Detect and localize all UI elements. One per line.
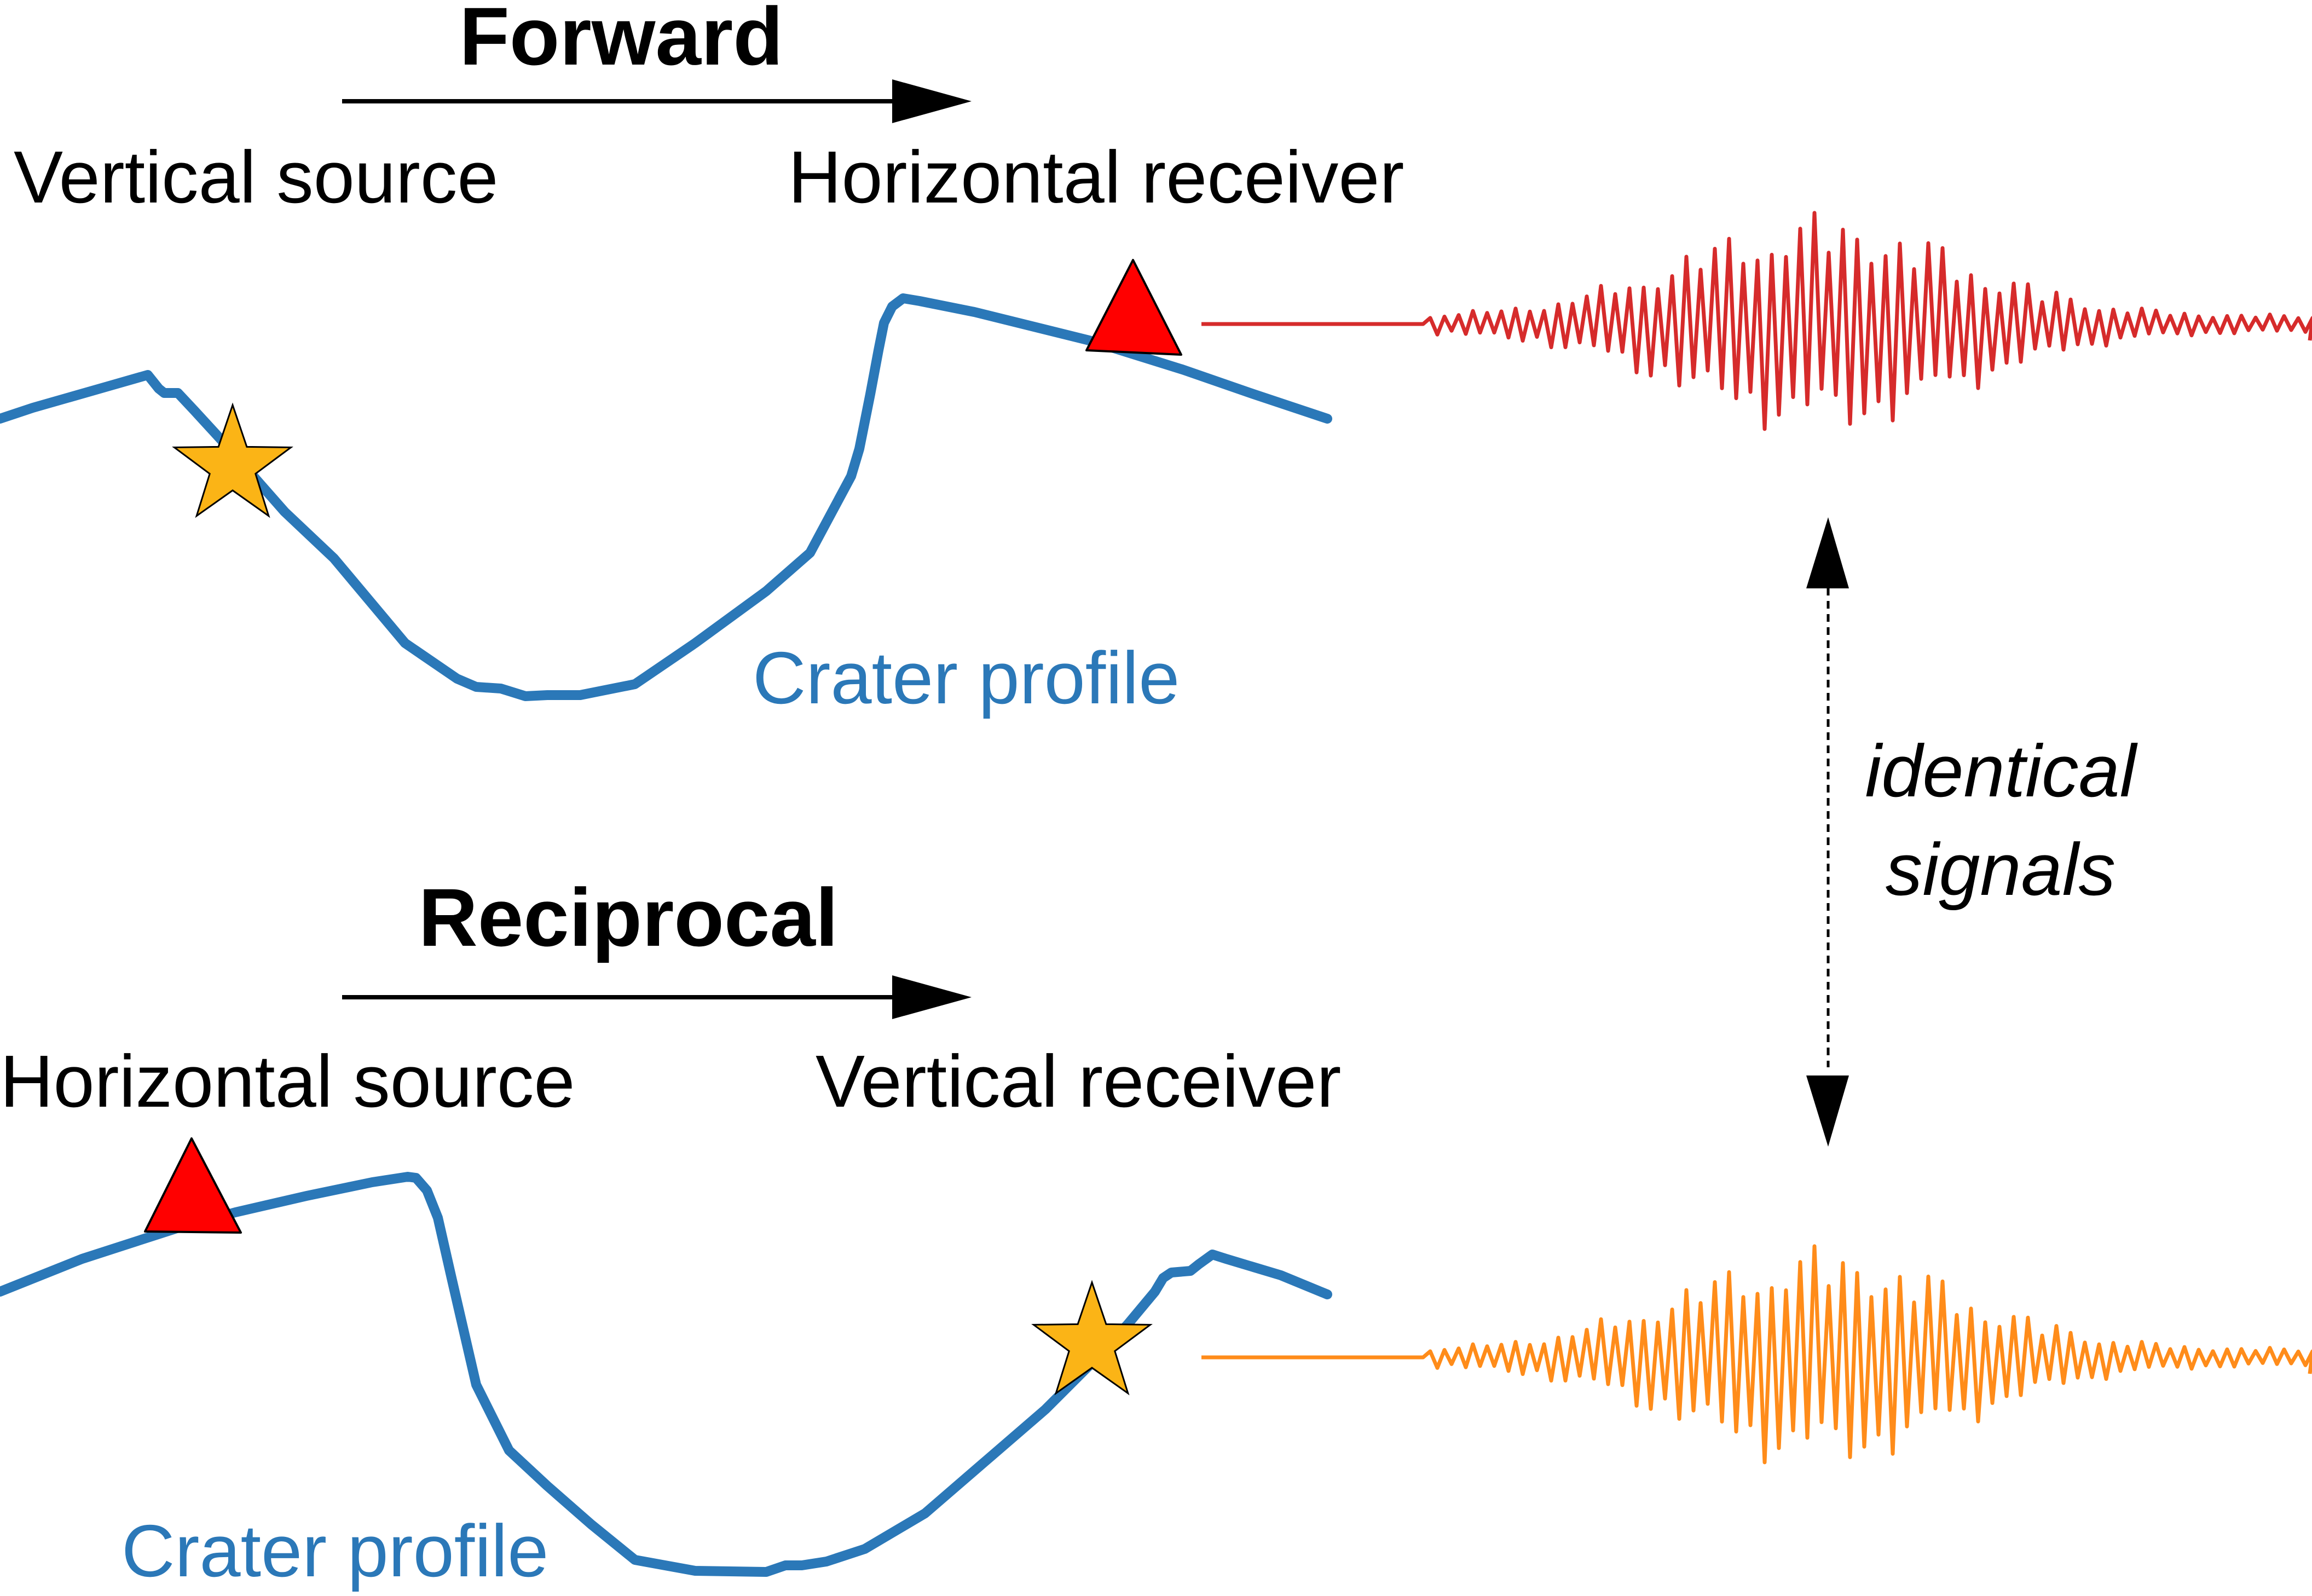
reciprocal-receiver-label: Vertical receiver [816,1040,1341,1123]
identical-signals-double-arrow [1806,517,1849,1147]
reciprocal-crater-profile [0,1172,1332,1577]
forward-arrow [342,79,972,123]
forward-crater-label: Crater profile [753,637,1180,719]
forward-source-star-icon [172,402,293,518]
forward-receiver-triangle-icon [1085,259,1182,356]
reciprocal-crater-label: Crater profile [122,1510,548,1592]
reciprocal-receiver-star-icon [1031,1280,1153,1396]
forward-receiver-label: Horizontal receiver [788,136,1404,218]
signals-label: signals [1886,828,2116,911]
reciprocal-source-triangle-icon [144,1137,242,1234]
forward-crater-profile [0,293,1332,701]
reciprocal-source-label: Horizontal source [0,1040,575,1123]
forward-source-label: Vertical source [14,136,498,218]
identical-label: identical [1865,730,2138,812]
reciprocal-title: Reciprocal [419,871,839,963]
reciprocal-signal-trace [1201,1244,2312,1465]
forward-title: Forward [459,0,783,82]
reciprocal-arrow [342,975,972,1019]
forward-signal-trace [1201,211,2312,431]
